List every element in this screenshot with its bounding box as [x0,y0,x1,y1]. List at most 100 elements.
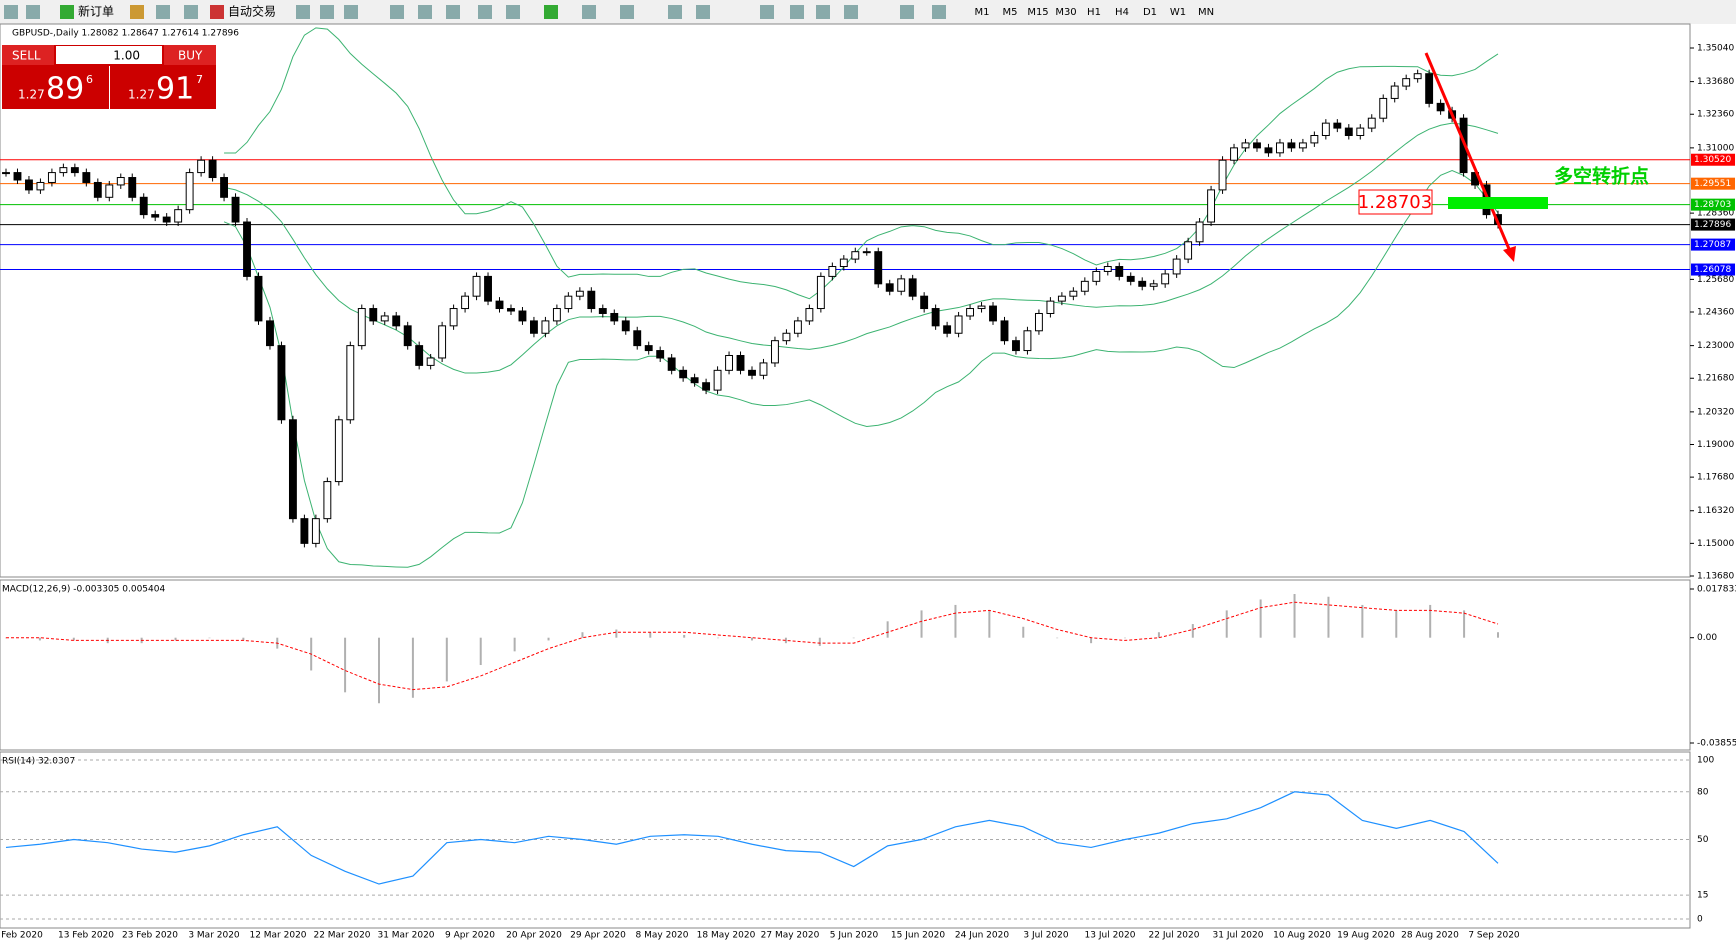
ask-big: 1.27 [128,88,155,102]
candle [254,275,263,322]
candle [357,308,366,347]
candle [1390,85,1399,99]
y-tick-label: 1.17680 [1697,473,1734,483]
buy-button[interactable] [164,45,216,65]
ask-frac: 7 [196,73,203,86]
candle [128,177,137,198]
y-tick-label: 1.24360 [1697,308,1734,318]
y-tick-label: 1.32360 [1697,110,1734,120]
timeframe-button[interactable]: M30 [1055,7,1076,18]
x-tick-label: 28 Aug 2020 [1401,931,1459,941]
timeframe-button[interactable]: D1 [1143,7,1157,18]
candle [1092,270,1101,282]
price-line-tag [1691,218,1735,231]
macd-bar [818,637,821,646]
sell-label[interactable]: SELL [12,49,41,63]
candle [438,325,447,359]
candle [1264,147,1273,154]
macd-bar [784,637,787,644]
macd-bar [479,637,482,666]
candle [989,305,997,322]
candle [1436,102,1445,112]
candle [174,209,183,223]
x-tick-label: 3 Mar 2020 [188,931,240,941]
macd-bar [445,637,448,682]
x-tick-label: 13 Jul 2020 [1085,931,1136,941]
candle [1161,273,1170,285]
price-line-label: 1.30520 [1694,155,1731,165]
x-tick-label: 8 May 2020 [636,931,689,941]
macd-bar [1090,637,1093,644]
candle [725,355,733,371]
candle [1298,142,1307,149]
y-tick-label: -0.038559 [1697,739,1736,749]
y-tick-label: 1.16320 [1697,506,1734,516]
candle [380,315,389,322]
macd-bar [1157,632,1160,638]
candle [36,181,45,191]
timeframe-button[interactable]: M5 [1003,7,1018,18]
candle [1367,117,1376,129]
candle [1023,330,1032,352]
candle [220,177,229,198]
timeframe-button[interactable]: W1 [1170,7,1186,18]
macd-bar [920,610,923,638]
candle [862,251,871,254]
candle [266,320,274,347]
candle [151,214,160,218]
candle [552,308,561,322]
timeframe-button[interactable]: H1 [1087,7,1101,18]
rsi-label: RSI(14) 32.0307 [2,757,75,767]
y-tick-label: 1.21680 [1697,374,1734,384]
candle [667,357,676,371]
candle [47,172,56,183]
y-tick-label: 1.19000 [1697,440,1734,450]
candle [759,362,768,376]
macd-bar [344,637,347,693]
macd-bar [717,637,720,639]
price-line-tag [1691,238,1735,251]
timeframe-button[interactable]: MN [1198,7,1214,18]
macd-bar [1395,610,1398,638]
level-label: 1.28703 [1358,192,1432,213]
candle [966,308,975,317]
candle [1275,142,1284,154]
candle [1103,266,1112,272]
candle [495,300,504,310]
candle [598,308,607,314]
price-line-tag [1691,198,1735,211]
candle [1413,73,1422,80]
x-tick-label: 12 Mar 2020 [249,931,306,941]
candle [116,177,125,186]
candle [323,481,332,520]
candle [461,295,470,310]
candle [472,275,481,297]
candle [1172,258,1181,275]
auto-trading-button[interactable]: 自动交易 [228,4,276,19]
new-order-button[interactable]: 新订单 [78,4,114,19]
candle [518,310,527,322]
x-tick-label: 22 Jul 2020 [1149,931,1200,941]
trend-arrow [1424,52,1514,257]
sell-button[interactable] [2,45,54,65]
arrow-head [1503,246,1516,262]
macd-bar [852,637,855,639]
timeframe-button[interactable]: H4 [1115,7,1129,18]
x-tick-label: Feb 2020 [1,931,43,941]
x-tick-label: 23 Feb 2020 [122,931,178,941]
macd-bar [1124,637,1126,639]
toolbar [0,0,1736,24]
candle [656,350,665,359]
macd-bar [378,637,380,704]
candle [59,167,68,174]
lots-input[interactable]: 1.00 [113,49,140,63]
candle [484,275,492,302]
y-tick-label: 0.017833 [1697,585,1736,595]
x-tick-label: 15 Jun 2020 [891,931,945,941]
timeframe-button[interactable]: M1 [975,7,990,18]
candle [70,167,79,174]
candle [587,290,596,310]
buy-label[interactable]: BUY [178,49,203,63]
y-tick-label: 80 [1697,787,1709,797]
timeframe-button[interactable]: M15 [1027,7,1048,18]
